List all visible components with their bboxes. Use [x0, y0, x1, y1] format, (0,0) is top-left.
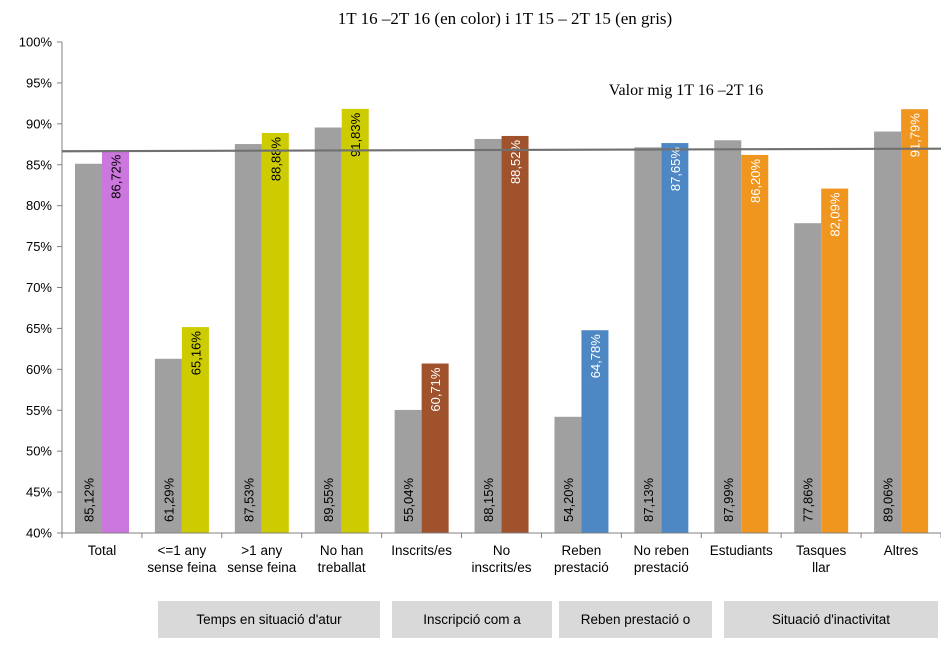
- category-label: No han: [320, 543, 364, 558]
- category-label: inscrits/es: [471, 560, 531, 575]
- bar-gray: [554, 416, 582, 533]
- value-label: 65,16%: [188, 331, 203, 376]
- category-labels: Total <=1 any sense feina >1 any sense feina…: [88, 543, 919, 575]
- bar-gray: [474, 138, 502, 533]
- value-label: 86,20%: [748, 158, 763, 203]
- value-label: 61,29%: [161, 477, 176, 522]
- category-label: llar: [812, 560, 831, 575]
- category-label: Tasques: [796, 543, 847, 558]
- bar-color: [501, 135, 529, 533]
- value-label: 87,65%: [668, 147, 683, 192]
- value-label: 77,86%: [801, 477, 816, 522]
- group-label-inscripcio: Inscripció com a: [392, 601, 552, 638]
- y-tick-label: 40%: [26, 526, 52, 541]
- y-tick-label: 85%: [26, 157, 52, 172]
- bar-gray: [874, 131, 902, 533]
- y-axis-ticks: 40% 45% 50% 55% 60% 65% 70% 75% 80% 85% 90% 95% 100%: [19, 35, 62, 541]
- y-tick-label: 90%: [26, 116, 52, 131]
- y-tick-label: 75%: [26, 239, 52, 254]
- value-label: 60,71%: [428, 367, 443, 412]
- category-label: Altres: [884, 543, 919, 558]
- chart-title: 1T 16 –2T 16 (en color) i 1T 15 – 2T 15 …: [338, 9, 672, 28]
- bars: [75, 108, 929, 534]
- value-label: 87,53%: [241, 477, 256, 522]
- y-tick-label: 50%: [26, 444, 52, 459]
- group-label-prestacio: Reben prestació o: [559, 601, 712, 638]
- value-label: 87,99%: [721, 477, 736, 522]
- category-label: Reben: [562, 543, 602, 558]
- value-label: 82,09%: [828, 192, 843, 237]
- category-label: Estudiants: [710, 543, 773, 558]
- value-label: 64,78%: [588, 334, 603, 379]
- value-label: 89,55%: [321, 477, 336, 522]
- category-label: prestació: [634, 560, 689, 575]
- bar-gray: [634, 147, 662, 533]
- bar-gray: [394, 409, 422, 533]
- category-label: <=1 any: [157, 543, 206, 558]
- bar-color: [102, 150, 129, 533]
- bar-color: [901, 109, 929, 533]
- category-label: treballat: [318, 560, 366, 575]
- value-label: 86,72%: [109, 154, 124, 199]
- category-label: No: [493, 543, 510, 558]
- value-label: 55,04%: [401, 477, 416, 522]
- bar-color: [181, 327, 209, 533]
- value-labels: 85,12% 61,29% 87,53% 89,55% 55,04% 88,15% 54,2…: [82, 112, 923, 522]
- category-label: prestació: [554, 560, 609, 575]
- bar-gray: [75, 163, 102, 533]
- y-tick-label: 80%: [26, 198, 52, 213]
- axes: [61, 42, 941, 538]
- value-label: 88,15%: [481, 477, 496, 522]
- value-label: 54,20%: [561, 477, 576, 522]
- value-label: 85,12%: [82, 477, 97, 522]
- bar-gray: [234, 144, 262, 533]
- bar-gray: [714, 140, 742, 533]
- y-tick-label: 55%: [26, 403, 52, 418]
- category-label: Inscrits/es: [391, 543, 452, 558]
- y-tick-label: 95%: [26, 75, 52, 90]
- group-label-inactivitat: Situació d'inactivitat: [724, 601, 938, 638]
- category-label: Total: [88, 543, 117, 558]
- bar-color: [421, 363, 449, 533]
- y-tick-label: 65%: [26, 321, 52, 336]
- bar-color: [341, 108, 369, 533]
- y-tick-label: 60%: [26, 362, 52, 377]
- bar-color: [741, 154, 769, 533]
- category-label: sense feina: [227, 560, 297, 575]
- category-label: sense feina: [147, 560, 217, 575]
- value-label: 91,79%: [908, 113, 923, 158]
- y-tick-label: 100%: [19, 35, 53, 50]
- value-label: 88,88%: [268, 137, 283, 182]
- reference-line: [61, 147, 941, 153]
- category-label: >1 any: [241, 543, 282, 558]
- bar-gray: [794, 223, 822, 533]
- bar-color: [581, 330, 609, 533]
- y-tick-label: 45%: [26, 485, 52, 500]
- reference-line-label: Valor mig 1T 16 –2T 16: [609, 82, 764, 99]
- value-label: 88,52%: [508, 140, 523, 185]
- bar-color: [661, 143, 689, 534]
- bar-gray: [154, 358, 182, 533]
- bar-color: [821, 188, 849, 533]
- value-label: 87,13%: [641, 477, 656, 522]
- value-label: 89,06%: [881, 477, 896, 522]
- group-label-temps: Temps en situació d'atur: [158, 601, 380, 638]
- category-label: No reben: [634, 543, 690, 558]
- bar-gray: [314, 127, 342, 533]
- bar-color: [261, 132, 289, 534]
- y-tick-label: 70%: [26, 280, 52, 295]
- value-label: 91,83%: [348, 112, 363, 157]
